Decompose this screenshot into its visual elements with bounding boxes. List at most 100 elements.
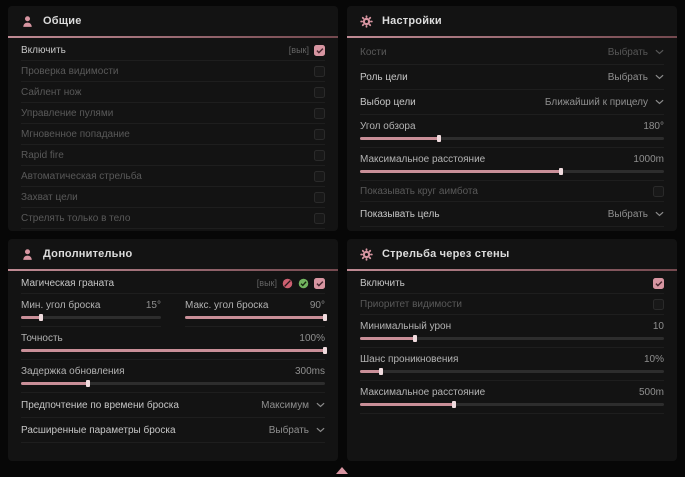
panel-header: Дополнительно <box>8 239 338 269</box>
slider-label: Точность <box>21 333 63 344</box>
toggle-row: Управление пулями <box>21 103 325 124</box>
slider-thumb[interactable] <box>323 314 327 321</box>
slider-fill <box>21 347 327 354</box>
slider-row: Мин. угол броска 15° <box>21 294 161 327</box>
panel-additional: Дополнительно Магическая граната [вык] Мин… <box>8 239 338 461</box>
slider-track[interactable] <box>21 314 161 321</box>
slider-row: Шанс проникновения 10% <box>360 348 664 381</box>
toggle-controls <box>314 65 325 77</box>
toggle-controls <box>314 86 325 98</box>
panel-wallshoot: Стрельба через стены Включить Приоритет в… <box>347 239 677 461</box>
slider-thumb[interactable] <box>452 401 457 408</box>
checkbox[interactable] <box>653 298 664 310</box>
toggle-controls: [вык] <box>289 44 325 56</box>
slider-fill <box>21 380 90 387</box>
dropdown[interactable]: Ближайший к прицелу <box>545 97 664 108</box>
slider-value: 180° <box>643 121 664 132</box>
checkbox[interactable] <box>314 128 325 140</box>
toggle-row: Приоритет видимости <box>360 294 664 315</box>
dropdown-row: Предпочтение по времени броска Максимум <box>21 393 325 418</box>
checkbox[interactable] <box>314 170 325 182</box>
toggle-label: Включить <box>21 44 66 56</box>
panel-rows: Магическая граната [вык] Мин. угол броска 1… <box>8 271 338 461</box>
panel-rows: Кости Выбрать Роль цели Выбрать Выбор цели Бл… <box>347 38 677 231</box>
checkbox[interactable] <box>314 86 325 98</box>
slider-label-row: Точность 100% <box>21 331 325 346</box>
checkbox[interactable] <box>314 65 325 77</box>
slider-row: Максимальное расстояние 500m <box>360 381 664 414</box>
slider-thumb[interactable] <box>38 314 43 321</box>
dropdown-value: Выбрать <box>268 424 309 436</box>
checkbox[interactable] <box>314 212 325 224</box>
slider-label-row: Максимальное расстояние 500m <box>360 385 664 400</box>
slider-thumb[interactable] <box>412 335 417 342</box>
checkbox[interactable] <box>314 44 325 56</box>
dropdown-row: Показывать цель Выбрать <box>360 202 664 227</box>
triangle-up-icon[interactable] <box>336 467 348 474</box>
menu-grid: Общие Включить [вык] Проверка видимости Сай… <box>8 6 677 461</box>
dropdown-row: Кости Выбрать <box>360 40 664 65</box>
slider-label: Минимальный урон <box>360 321 452 332</box>
dropdown[interactable]: Выбрать <box>608 72 664 83</box>
checkbox[interactable] <box>314 277 325 289</box>
toggle-row: Захват цели <box>21 187 325 208</box>
toggle-label: Стрелять только в тело <box>21 212 131 224</box>
slider-fill <box>360 168 563 175</box>
checkbox[interactable] <box>653 185 664 197</box>
slider-track[interactable] <box>360 401 664 408</box>
toggle-row: Магическая граната [вык] <box>21 273 325 294</box>
slider-thumb[interactable] <box>558 168 563 175</box>
slider-thumb[interactable] <box>437 135 442 142</box>
toggle-label: Rapid fire <box>21 149 64 161</box>
checkbox[interactable] <box>314 149 325 161</box>
chevron-down-icon <box>655 74 664 80</box>
slider-thumb[interactable] <box>379 368 384 375</box>
panel-title: Общие <box>43 15 82 27</box>
slider-value: 10% <box>643 354 664 365</box>
slider-track[interactable] <box>360 335 664 342</box>
dropdown-label: Показывать цель <box>360 208 440 220</box>
checkbox[interactable] <box>314 191 325 203</box>
toggle-label: Мгновенное попадание <box>21 128 130 140</box>
dropdown-value: Выбрать <box>607 46 648 58</box>
toggle-controls <box>314 170 325 182</box>
person-icon <box>21 15 34 28</box>
checkbox[interactable] <box>653 277 664 289</box>
dropdown[interactable]: Максимум <box>261 400 325 411</box>
slider-label-row: Мин. угол броска 15° <box>21 298 161 313</box>
slider-label: Шанс проникновения <box>360 354 459 365</box>
dropdown[interactable]: Выбрать <box>608 209 664 220</box>
slider-track[interactable] <box>360 168 664 175</box>
slider-label: Максимальное расстояние <box>360 387 486 398</box>
slider-value: 90° <box>309 300 325 311</box>
dropdown[interactable]: Выбрать <box>608 47 664 58</box>
slider-row: Задержка обновления 300ms <box>21 360 325 393</box>
slider-fill <box>360 335 417 342</box>
slider-track[interactable] <box>185 314 327 321</box>
slider-pair-row: Мин. угол броска 15° Макс. угол броска 90° <box>21 294 327 327</box>
slider-value: 100% <box>299 333 325 344</box>
dropdown-value: Выбрать <box>607 71 648 83</box>
gear-icon <box>360 247 373 261</box>
header-accent-line <box>8 269 338 271</box>
slider-value: 300ms <box>294 366 325 377</box>
slider-fill <box>21 314 43 321</box>
slider-thumb[interactable] <box>85 380 90 387</box>
slider-thumb[interactable] <box>323 347 327 354</box>
checkbox[interactable] <box>314 107 325 119</box>
dropdown[interactable]: Выбрать <box>269 425 325 436</box>
slider-track[interactable] <box>21 380 325 387</box>
slider-value: 1000m <box>633 154 664 165</box>
chevron-down-icon <box>316 427 325 433</box>
slider-track[interactable] <box>360 368 664 375</box>
slider-track[interactable] <box>21 347 327 354</box>
chevron-down-icon <box>655 211 664 217</box>
header-accent-line <box>347 269 677 271</box>
slider-label-row: Задержка обновления 300ms <box>21 364 325 379</box>
toggle-label: Автоматическая стрельба <box>21 170 142 182</box>
toggle-controls <box>314 212 325 224</box>
slider-track[interactable] <box>360 135 664 142</box>
slider-value: 10 <box>652 321 664 332</box>
toggle-label: Сайлент нож <box>21 86 82 98</box>
panel-header: Общие <box>8 6 338 36</box>
